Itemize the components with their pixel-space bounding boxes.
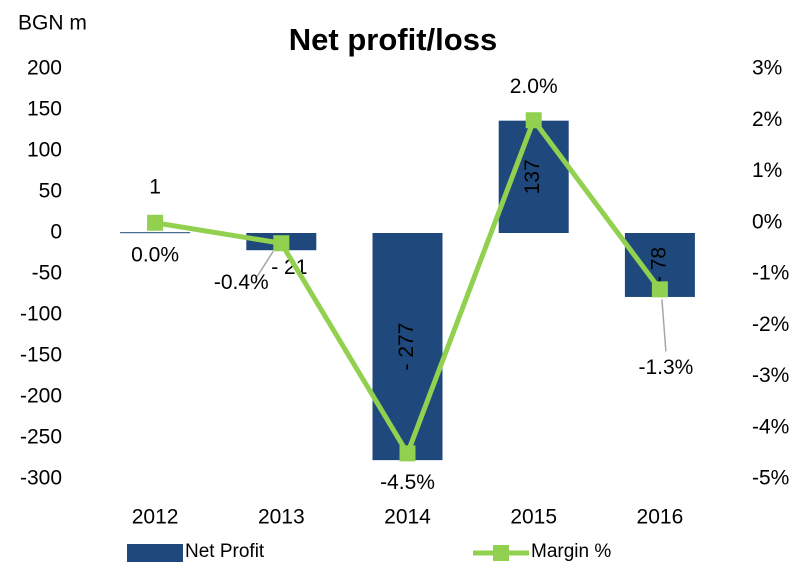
line-marker	[273, 235, 290, 252]
line-label: -4.5%	[380, 471, 435, 494]
x-tick-label: 2013	[258, 506, 305, 529]
y-tick-label: -50	[32, 262, 62, 285]
y2-tick-label: -4%	[752, 415, 789, 438]
line-label: -0.4%	[214, 271, 269, 294]
y-tick-label: 50	[39, 180, 62, 203]
bar	[372, 233, 443, 461]
line-marker	[651, 281, 668, 298]
line-label: 2.0%	[510, 75, 558, 98]
line-label: -1.3%	[638, 356, 693, 379]
y-tick-label: -300	[20, 467, 62, 490]
line-marker	[147, 214, 164, 231]
y2-tick-label: -1%	[752, 262, 789, 285]
x-tick-label: 2016	[637, 506, 684, 529]
y2-tick-label: 3%	[752, 57, 782, 80]
bar	[120, 232, 191, 234]
y-tick-label: -250	[20, 426, 62, 449]
line-marker	[399, 445, 416, 462]
legend-label: Margin %	[531, 541, 611, 562]
x-tick-label: 2012	[132, 506, 179, 529]
legend-label: Net Profit	[185, 541, 265, 562]
line-marker	[525, 112, 542, 129]
y-tick-label: 200	[27, 57, 62, 80]
line-label: 0.0%	[131, 243, 179, 266]
y-tick-label: 0	[50, 221, 62, 244]
leader-line	[254, 250, 274, 280]
y-tick-label: -200	[20, 385, 62, 408]
bar-label: 1	[149, 176, 161, 199]
y-tick-label: -100	[20, 303, 62, 326]
y2-tick-label: 0%	[752, 210, 782, 233]
chart-title: Net profit/loss	[289, 22, 497, 57]
y2-tick-label: 2%	[752, 108, 782, 131]
bar-label: - 277	[395, 323, 418, 371]
y-axis-label: BGN m	[18, 12, 87, 35]
y2-tick-label: -3%	[752, 364, 789, 387]
x-tick-label: 2015	[510, 506, 557, 529]
legend-swatch	[493, 545, 509, 561]
legend-swatch	[127, 544, 183, 562]
y-tick-label: 150	[27, 98, 62, 121]
y-tick-label: 100	[27, 139, 62, 162]
bar-label: 137	[521, 159, 544, 194]
y2-tick-label: 1%	[752, 159, 782, 182]
leader-line	[661, 299, 667, 352]
bar-label: - 78	[647, 247, 670, 283]
y-tick-label: -150	[20, 344, 62, 367]
y2-tick-label: -2%	[752, 313, 789, 336]
x-tick-label: 2014	[384, 506, 431, 529]
y2-tick-label: -5%	[752, 467, 789, 490]
